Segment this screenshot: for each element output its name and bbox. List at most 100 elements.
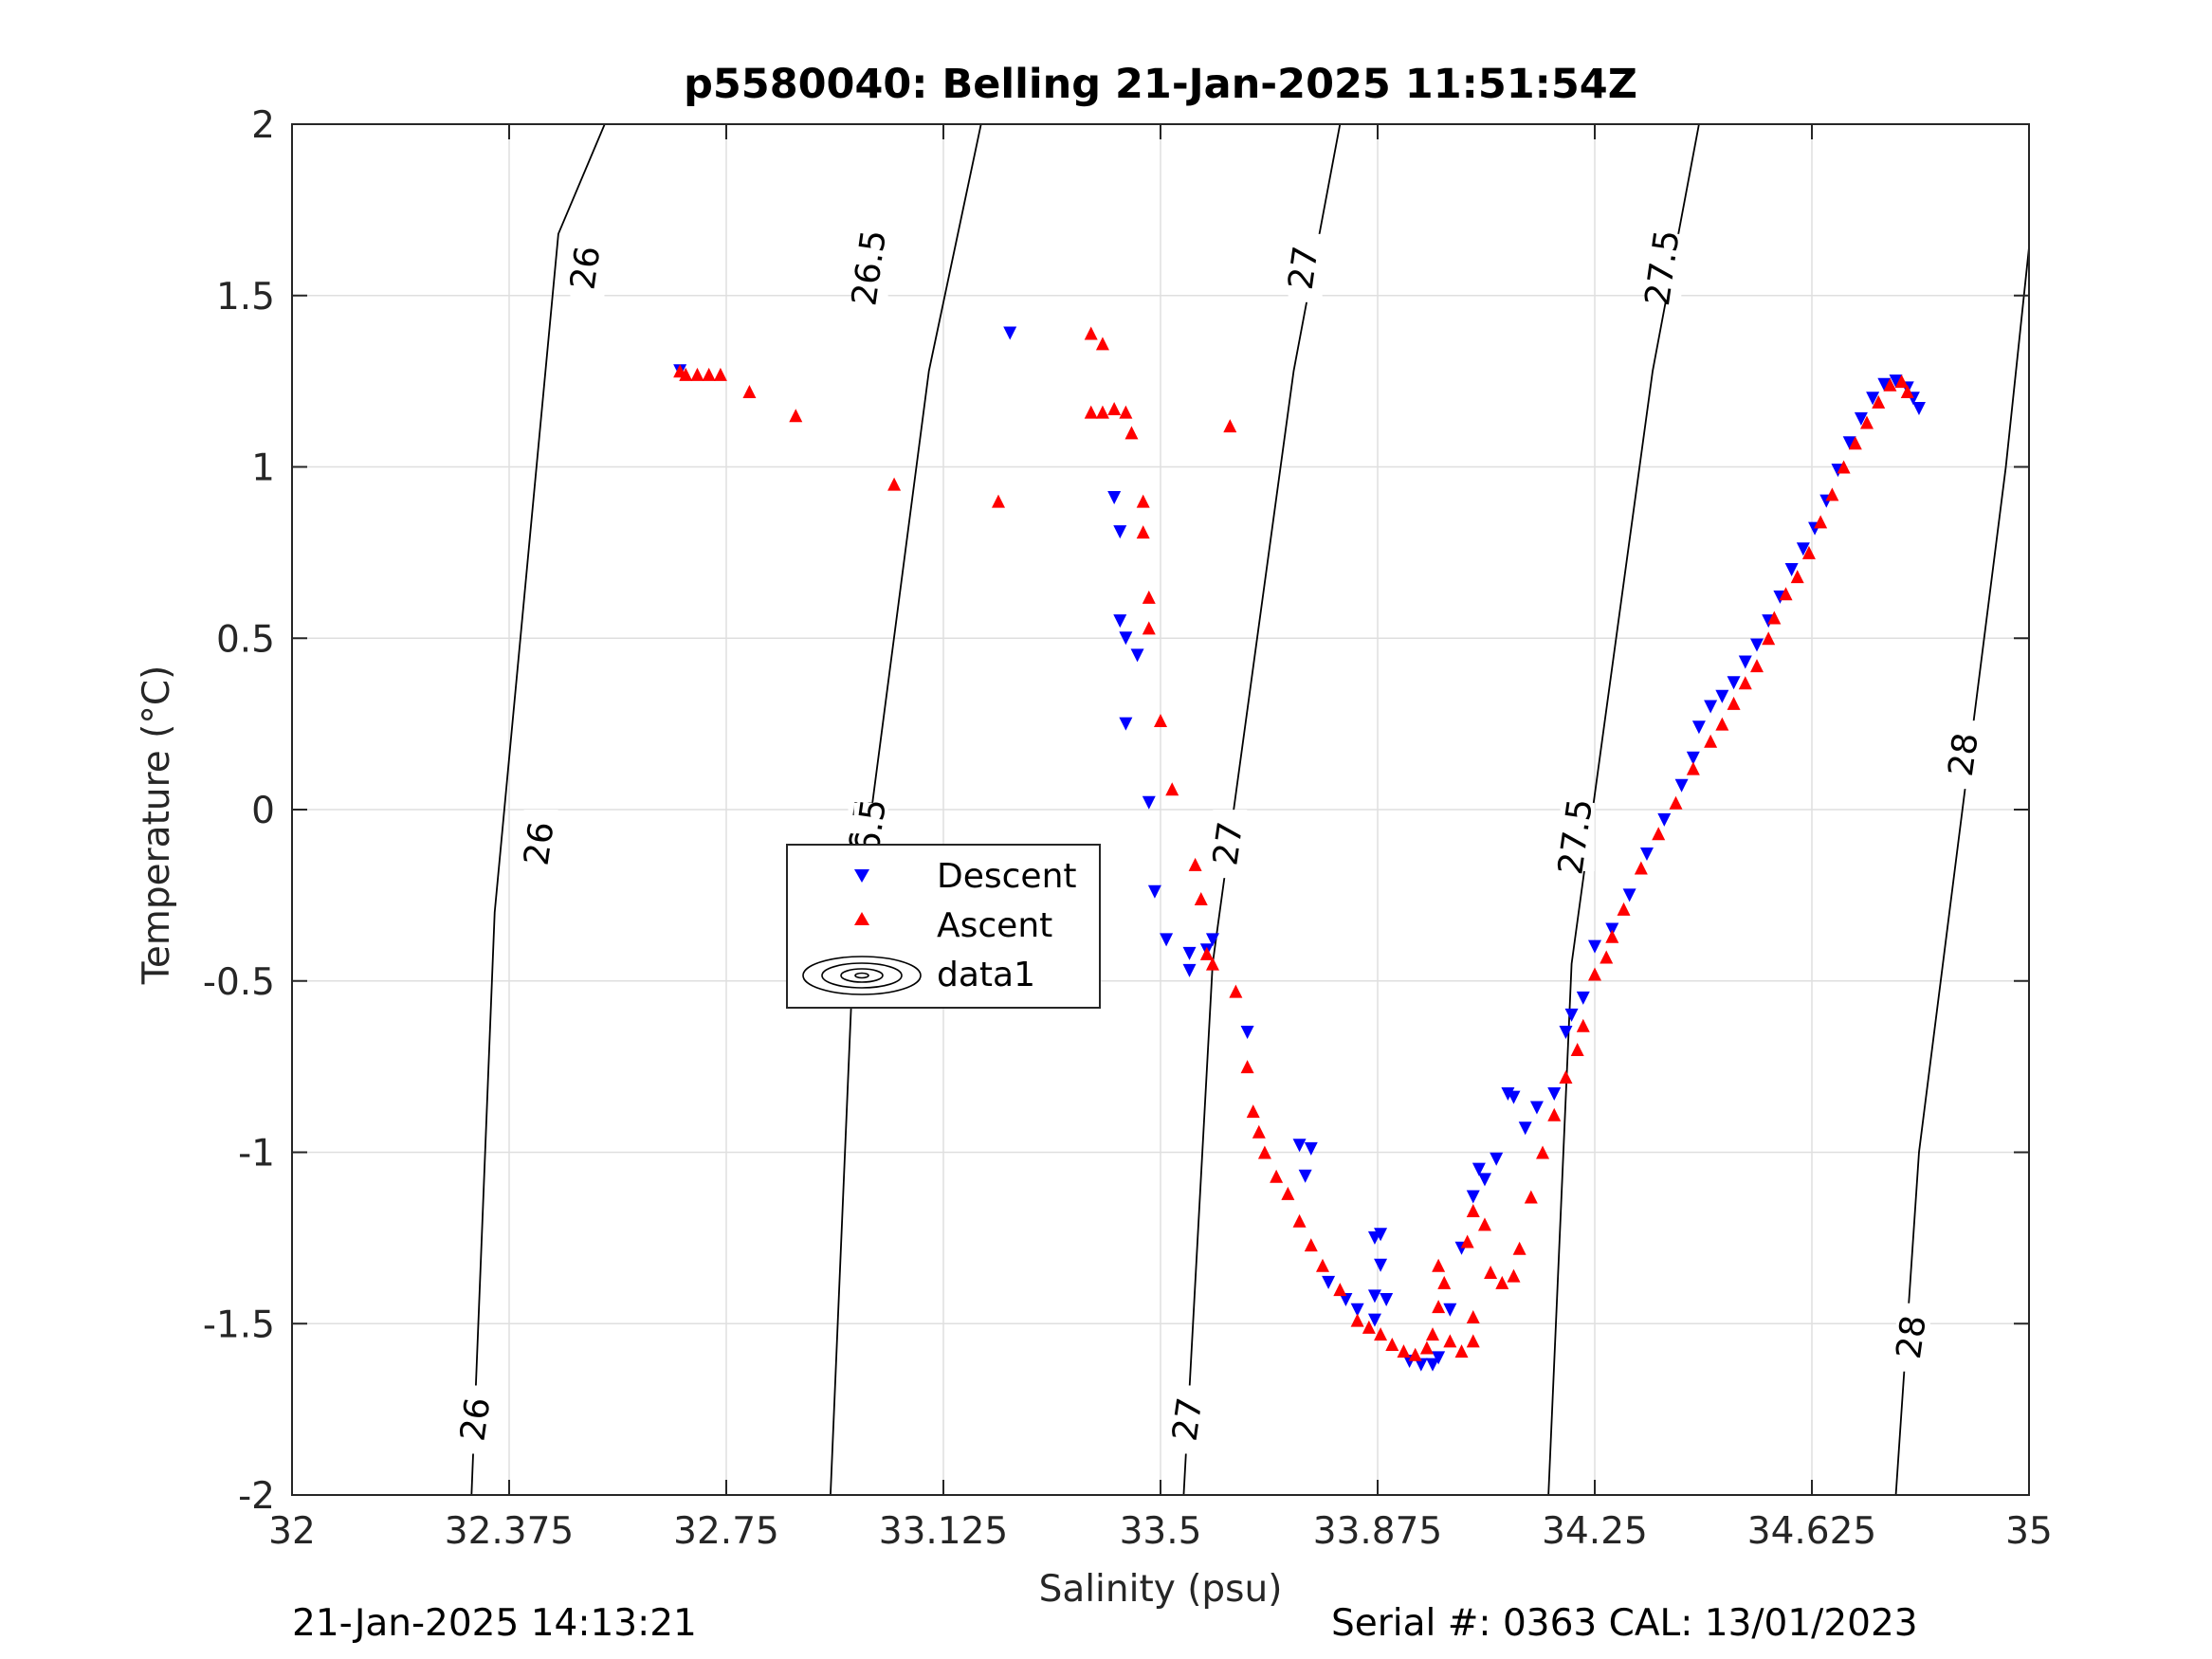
ascent-point (1205, 957, 1219, 971)
ascent-point (1738, 676, 1752, 690)
ascent-point (1397, 1344, 1411, 1358)
ascent-point (1136, 494, 1150, 508)
descent-point (1889, 374, 1903, 389)
ascent-point (1419, 1340, 1434, 1355)
y-tick-label: -0.5 (203, 961, 275, 1004)
ascent-point (1762, 631, 1776, 646)
ascent-point (1270, 1169, 1284, 1183)
descent-point (1443, 1303, 1457, 1317)
ascent-point (1408, 1347, 1422, 1361)
ascent-point (1315, 1258, 1329, 1272)
ascent-point (679, 367, 693, 381)
ascent-point (1477, 1217, 1491, 1231)
descent-point (1866, 392, 1880, 406)
ascent-point (1825, 487, 1839, 501)
descent-point (1657, 812, 1672, 827)
descent-point (1414, 1358, 1428, 1372)
isopycnal-label-bg (1213, 810, 1248, 879)
descent-point (1749, 638, 1764, 652)
descent-point (1322, 1275, 1336, 1289)
ascent-point (1095, 337, 1109, 351)
descent-point (1576, 991, 1590, 1005)
x-tick-label: 33.875 (1313, 1510, 1442, 1553)
y-tick-label: -2 (238, 1475, 275, 1518)
ascent-point (1814, 515, 1828, 529)
ascent-point (1084, 405, 1098, 419)
descent-point (1380, 1292, 1394, 1306)
ascent-point (1860, 415, 1874, 429)
y-tick-label: 0 (251, 790, 275, 832)
isopycnal-label-bg (1172, 1385, 1207, 1454)
ascent-point (1900, 384, 1914, 398)
x-tick-label: 33.125 (879, 1510, 1008, 1553)
descent-point (1490, 1152, 1504, 1166)
descent-point (1796, 542, 1810, 556)
ascent-point (1507, 1268, 1521, 1283)
ascent-point (1512, 1241, 1526, 1255)
descent-point (1107, 491, 1122, 505)
ascent-point (1095, 405, 1109, 419)
ascent-point (1257, 1145, 1271, 1159)
isopycnal-label: 27 (1206, 819, 1251, 867)
isopycnal-label-bg (570, 233, 605, 302)
ascent-point (1559, 1069, 1573, 1084)
descent-point (1622, 888, 1636, 902)
descent-point (1877, 377, 1892, 392)
descent-point (1911, 402, 1926, 416)
ascent-point (1454, 1344, 1469, 1358)
ascent-point (1872, 394, 1886, 409)
descent-point (1142, 795, 1156, 810)
ascent-point (713, 367, 727, 381)
ascent-point (1652, 827, 1666, 841)
ascent-point (1547, 1107, 1562, 1121)
isopycnal-label-bg (460, 1385, 495, 1454)
y-tick-label: -1.5 (203, 1304, 275, 1346)
ascent-point (1767, 611, 1782, 625)
ascent-point (1536, 1145, 1550, 1159)
descent-point (1507, 1090, 1521, 1104)
footer-timestamp: 21-Jan-2025 14:13:21 (292, 1602, 697, 1645)
legend-data1-label: data1 (937, 956, 1035, 994)
ascent-point (1837, 460, 1851, 474)
isopycnal-label: 26 (453, 1395, 498, 1444)
descent-point (1205, 933, 1219, 947)
ascent-point (1426, 1327, 1440, 1341)
ascent-point (1374, 1327, 1388, 1341)
x-tick-label: 34.625 (1747, 1510, 1876, 1553)
isopycnal-label-bg (1947, 720, 1983, 790)
y-tick-label: -1 (238, 1133, 275, 1176)
descent-point (1466, 1190, 1480, 1204)
x-tick-label: 33.5 (1120, 1510, 1202, 1553)
ascent-point (1466, 1203, 1480, 1217)
descent-point (1304, 1141, 1318, 1156)
ascent-point (1466, 1334, 1480, 1348)
ascent-point (1304, 1238, 1318, 1252)
ascent-point (1432, 1300, 1446, 1314)
descent-point (1518, 1121, 1532, 1136)
ascent-point (1779, 587, 1793, 601)
ascent-point (1460, 1234, 1474, 1249)
isopycnal-label: 28 (1890, 1313, 1934, 1361)
legend: Descent Ascent data1 (786, 844, 1101, 1009)
ascent-point (1385, 1337, 1399, 1351)
ascent-point (1443, 1334, 1457, 1348)
ascent-point (1524, 1190, 1538, 1204)
ascent-point (1894, 374, 1909, 389)
x-axis-label: Salinity (psu) (1039, 1568, 1283, 1611)
ascent-point (1617, 902, 1631, 916)
ascent-point (1669, 795, 1683, 810)
descent-point (1339, 1292, 1353, 1306)
ascent-point (1154, 714, 1167, 728)
isopycnal-label: 26 (518, 819, 562, 867)
descent-point (1547, 1087, 1562, 1102)
ascent-point (1124, 426, 1139, 440)
footer-serial-cal: Serial #: 0363 CAL: 13/01/2023 (1331, 1602, 1918, 1645)
descent-point (1529, 1101, 1544, 1115)
ascent-point (1686, 761, 1700, 775)
ascent-point (1292, 1213, 1307, 1228)
ascent-point (1727, 696, 1741, 710)
ascent-point (1801, 545, 1816, 559)
isopycnal-line (830, 124, 982, 1495)
ascent-point (992, 494, 1006, 508)
